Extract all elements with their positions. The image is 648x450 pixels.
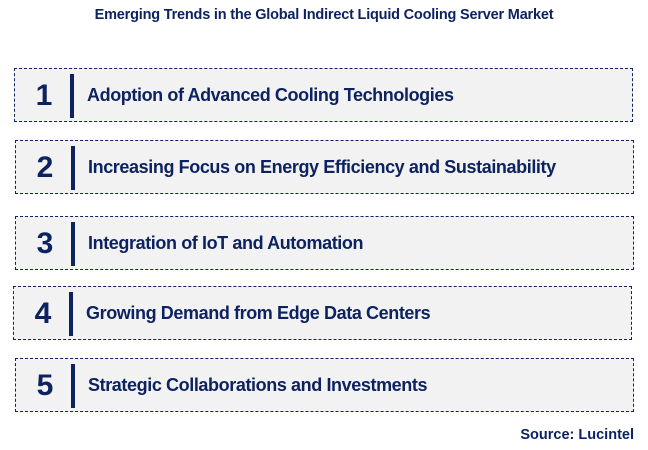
divider-bar (71, 222, 75, 266)
source-credit: Source: Lucintel (520, 427, 634, 443)
trend-item-4: 4 Growing Demand from Edge Data Centers (13, 286, 632, 340)
trend-number: 4 (34, 297, 52, 330)
trend-label: Growing Demand from Edge Data Centers (86, 303, 431, 323)
trend-label: Integration of IoT and Automation (88, 233, 364, 253)
trend-item-2: 2 Increasing Focus on Energy Efficiency … (15, 140, 634, 194)
trend-item-3: 3 Integration of IoT and Automation (15, 216, 634, 270)
divider-bar (70, 74, 74, 118)
trend-label: Adoption of Advanced Cooling Technologie… (87, 85, 454, 105)
page-title: Emerging Trends in the Global Indirect L… (94, 7, 554, 23)
divider-bar (71, 364, 75, 408)
trend-label: Increasing Focus on Energy Efficiency an… (88, 157, 556, 177)
divider-bar (69, 292, 73, 336)
trend-item-5: 5 Strategic Collaborations and Investmen… (15, 358, 634, 412)
trend-number: 3 (36, 227, 54, 260)
divider-bar (71, 146, 75, 190)
trend-number: 2 (36, 151, 54, 184)
trend-item-1: 1 Adoption of Advanced Cooling Technolog… (14, 68, 633, 122)
trend-number: 1 (35, 79, 53, 112)
trend-label: Strategic Collaborations and Investments (88, 375, 428, 395)
trend-number: 5 (36, 369, 54, 402)
